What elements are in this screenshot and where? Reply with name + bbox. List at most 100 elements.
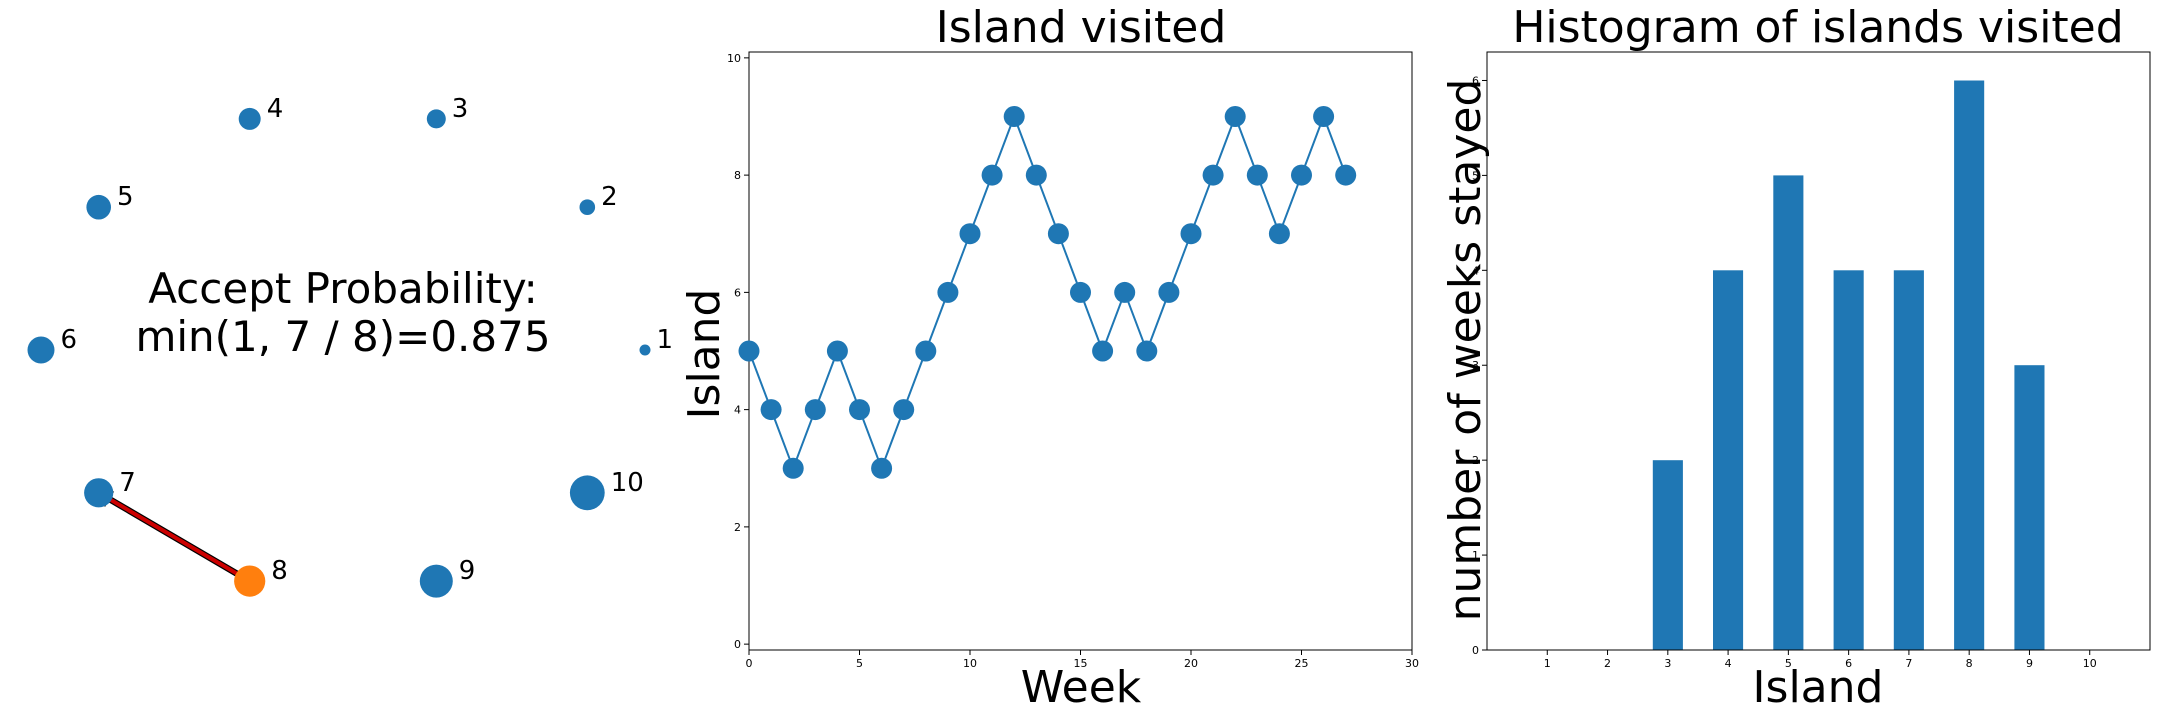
island-3-marker: [426, 109, 446, 129]
island-9-label: 9: [459, 556, 476, 586]
accept-probability-line2: min(1, 7 / 8)=0.875: [135, 312, 550, 361]
histogram-ytick-label: 5: [1472, 169, 1479, 182]
island-4-marker: [238, 107, 261, 130]
histogram-xtick-label: 6: [1845, 657, 1852, 670]
histogram-axes-frame: [1486, 51, 2151, 651]
island-10-label: 10: [611, 468, 644, 498]
histogram-bars: [1652, 80, 2045, 650]
trace-point: [1047, 223, 1069, 245]
trace-point: [1313, 106, 1335, 127]
island-4-label: 4: [267, 94, 284, 124]
histogram-xtick-label: 5: [1785, 657, 1792, 670]
trace-ytick-label: 0: [734, 638, 741, 651]
island-5-marker: [86, 194, 111, 220]
island-3-label: 3: [452, 94, 469, 124]
trace-ytick-label: 8: [734, 169, 741, 182]
proposal-arrow-shape: [94, 490, 256, 587]
histogram-xtick-label: 8: [1966, 657, 1973, 670]
trace-y-ticks: 0 2 4 6 8 10: [727, 52, 749, 651]
histogram-y-ticks: 0 1 2 3 4 5 6: [1472, 74, 1487, 657]
histogram-bar-8: [1954, 80, 1985, 650]
histogram-title: Histogram of islands visited: [1512, 2, 2123, 53]
trace-point: [1291, 164, 1312, 186]
histogram-xtick-label: 3: [1664, 657, 1671, 670]
histogram-ytick-label: 6: [1472, 74, 1479, 87]
trace-point: [1335, 164, 1357, 186]
histogram-bar-9: [2014, 365, 2045, 650]
island-2-marker: [579, 199, 596, 215]
island-10-marker: [569, 475, 605, 511]
trace-point: [915, 340, 937, 362]
trace-point: [959, 223, 981, 245]
histogram-ytick-label: 2: [1472, 454, 1479, 467]
trace-point: [871, 457, 893, 479]
histogram-xtick-label: 10: [2083, 657, 2097, 670]
island-6-label: 6: [61, 325, 78, 355]
trace-point: [1246, 164, 1268, 186]
histogram-ytick-label: 3: [1472, 359, 1479, 372]
island-1-marker: [639, 344, 651, 356]
trace-xtick-label: 0: [746, 657, 753, 670]
trace-point: [1025, 164, 1047, 186]
trace-point: [1092, 340, 1114, 362]
histogram-bar-3: [1652, 460, 1683, 650]
histogram-xtick-label: 9: [2026, 657, 2033, 670]
histogram-ytick-label: 0: [1472, 644, 1479, 657]
histogram-ytick-label: 1: [1472, 549, 1479, 562]
trace-axes-frame: [748, 51, 1413, 651]
trace-point: [1158, 281, 1180, 303]
trace-series-points: [738, 106, 1357, 479]
trace-point: [1268, 223, 1290, 245]
island-5-label: 5: [117, 182, 134, 212]
trace-point: [782, 457, 804, 479]
trace-xtick-label: 10: [963, 657, 977, 670]
trace-point: [804, 399, 826, 421]
proposal-arrow: [94, 490, 256, 587]
trace-xlabel: Week: [1021, 662, 1142, 713]
trace-point: [937, 281, 959, 303]
histogram-x-ticks: 1 2 3 4 5 6 7 8 9 10: [1544, 650, 2097, 670]
histogram-xtick-label: 4: [1725, 657, 1732, 670]
trace-point: [826, 340, 848, 362]
trace-ytick-label: 2: [734, 521, 741, 534]
island-6-marker: [27, 336, 55, 364]
histogram-bar-4: [1713, 270, 1744, 650]
island-9-marker: [419, 564, 453, 598]
trace-xtick-label: 25: [1295, 657, 1309, 670]
islands-panel: 1 2 3 4 5 6 7 8 9 10 Accept Probability: min(1, 7…: [27, 94, 674, 598]
island-8-label: 8: [271, 556, 288, 586]
trace-point: [1136, 340, 1158, 362]
island-markers: 1 2 3 4 5 6 7 8 9 10: [27, 94, 674, 598]
histogram-bar-6: [1833, 270, 1864, 650]
trace-ylabel: Island: [679, 289, 730, 420]
island-8-marker: [234, 565, 266, 597]
trace-point: [893, 399, 915, 421]
trace-point: [1202, 164, 1224, 186]
histogram-ytick-label: 4: [1472, 264, 1479, 277]
island-7-marker: [84, 478, 114, 508]
island-1-label: 1: [657, 325, 674, 355]
histogram-xlabel: Island: [1753, 662, 1884, 713]
trace-xtick-label: 5: [856, 657, 863, 670]
trace-point: [1224, 106, 1246, 127]
trace-point: [1180, 223, 1202, 245]
island-7-label: 7: [119, 468, 136, 498]
trace-point: [760, 399, 782, 421]
histogram-ylabel: number of weeks stayed: [1440, 79, 1491, 622]
trace-point: [738, 340, 760, 362]
trace-xtick-label: 30: [1405, 657, 1419, 670]
histogram-bar-7: [1893, 270, 1924, 650]
trace-point: [1070, 281, 1091, 303]
trace-point: [1003, 106, 1025, 127]
accept-probability-line1: Accept Probability:: [148, 264, 538, 313]
histogram-bar-5: [1773, 175, 1804, 650]
trace-title: Island visited: [936, 2, 1227, 53]
trace-point: [1114, 281, 1136, 303]
island-2-label: 2: [601, 182, 618, 212]
histogram-panel: Histogram of islands visited 1 2 3 4 5 6 7 8 9 10…: [1440, 2, 2151, 713]
histogram-xtick-label: 1: [1544, 657, 1551, 670]
trace-ytick-label: 4: [734, 404, 741, 417]
histogram-xtick-label: 7: [1905, 657, 1912, 670]
trace-xtick-label: 15: [1074, 657, 1088, 670]
